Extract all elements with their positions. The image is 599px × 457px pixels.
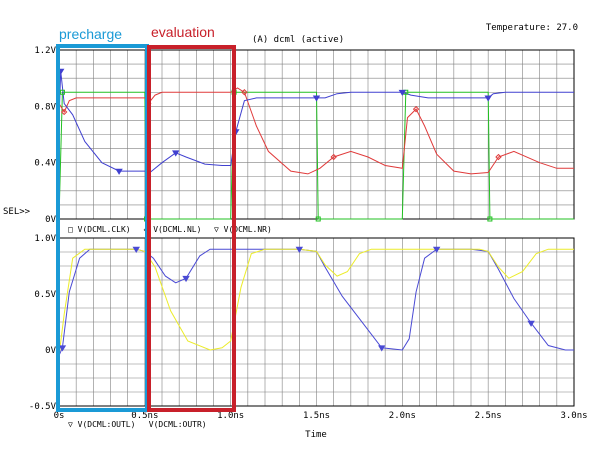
x-tick-label: 2.0ns bbox=[389, 411, 416, 421]
y-tick-label: 0V bbox=[45, 215, 56, 225]
data-point bbox=[295, 246, 304, 253]
data-point bbox=[312, 95, 321, 102]
x-tick-label: 0s bbox=[54, 411, 65, 421]
x-tick-label: 0.5ns bbox=[131, 411, 158, 421]
y-tick-label: 1.2V bbox=[34, 46, 56, 56]
x-tick-label: 2.5ns bbox=[475, 411, 502, 421]
data-point bbox=[58, 345, 67, 352]
data-point bbox=[432, 246, 441, 253]
y-tick-label: 0.8V bbox=[34, 102, 56, 112]
y-tick-label: 0.5V bbox=[34, 290, 56, 300]
evaluation-label: evaluation bbox=[151, 24, 215, 40]
y-tick-label: 0.4V bbox=[34, 159, 56, 169]
data-point bbox=[527, 320, 535, 327]
window-title: (A) dcml (active) bbox=[252, 35, 344, 45]
sel-marker-label: SEL>> bbox=[3, 207, 31, 217]
data-point bbox=[398, 89, 407, 97]
temperature-label: Temperature: 27.0 bbox=[486, 23, 578, 33]
data-point bbox=[330, 153, 337, 161]
data-point bbox=[59, 89, 65, 95]
legend-item: V(DCML:OUTR) bbox=[149, 420, 207, 429]
data-point bbox=[487, 216, 493, 222]
data-point bbox=[115, 168, 123, 175]
legend-item: ▽ V(DCML:OUTL) bbox=[68, 420, 135, 429]
precharge-label: precharge bbox=[59, 26, 122, 42]
legend-item: ▽ V(DCML.NR) bbox=[214, 225, 272, 234]
x-tick-label: 1.5ns bbox=[303, 411, 330, 421]
data-point bbox=[315, 216, 321, 222]
x-tick-label: 3.0ns bbox=[560, 411, 587, 421]
series-line bbox=[58, 91, 574, 220]
data-point bbox=[378, 345, 386, 352]
legend-item: ◇ V(DCML.NL) bbox=[144, 225, 202, 234]
series-line bbox=[58, 87, 574, 175]
data-point bbox=[495, 153, 502, 161]
data-point bbox=[172, 150, 180, 157]
data-point bbox=[132, 246, 140, 253]
data-point bbox=[60, 108, 68, 116]
x-axis-label: Time bbox=[305, 430, 327, 440]
series-line bbox=[58, 71, 574, 175]
x-tick-label: 1.0ns bbox=[217, 411, 244, 421]
data-point bbox=[182, 275, 190, 283]
data-point bbox=[412, 105, 420, 113]
data-point bbox=[241, 89, 248, 96]
evaluation-box bbox=[147, 45, 236, 412]
legend-item: □ V(DCML.CLK) bbox=[68, 225, 131, 234]
y-tick-label: -0.5V bbox=[29, 402, 57, 412]
y-tick-label: 0V bbox=[45, 346, 56, 356]
y-tick-label: 1.0V bbox=[34, 234, 56, 244]
data-point bbox=[484, 95, 492, 102]
